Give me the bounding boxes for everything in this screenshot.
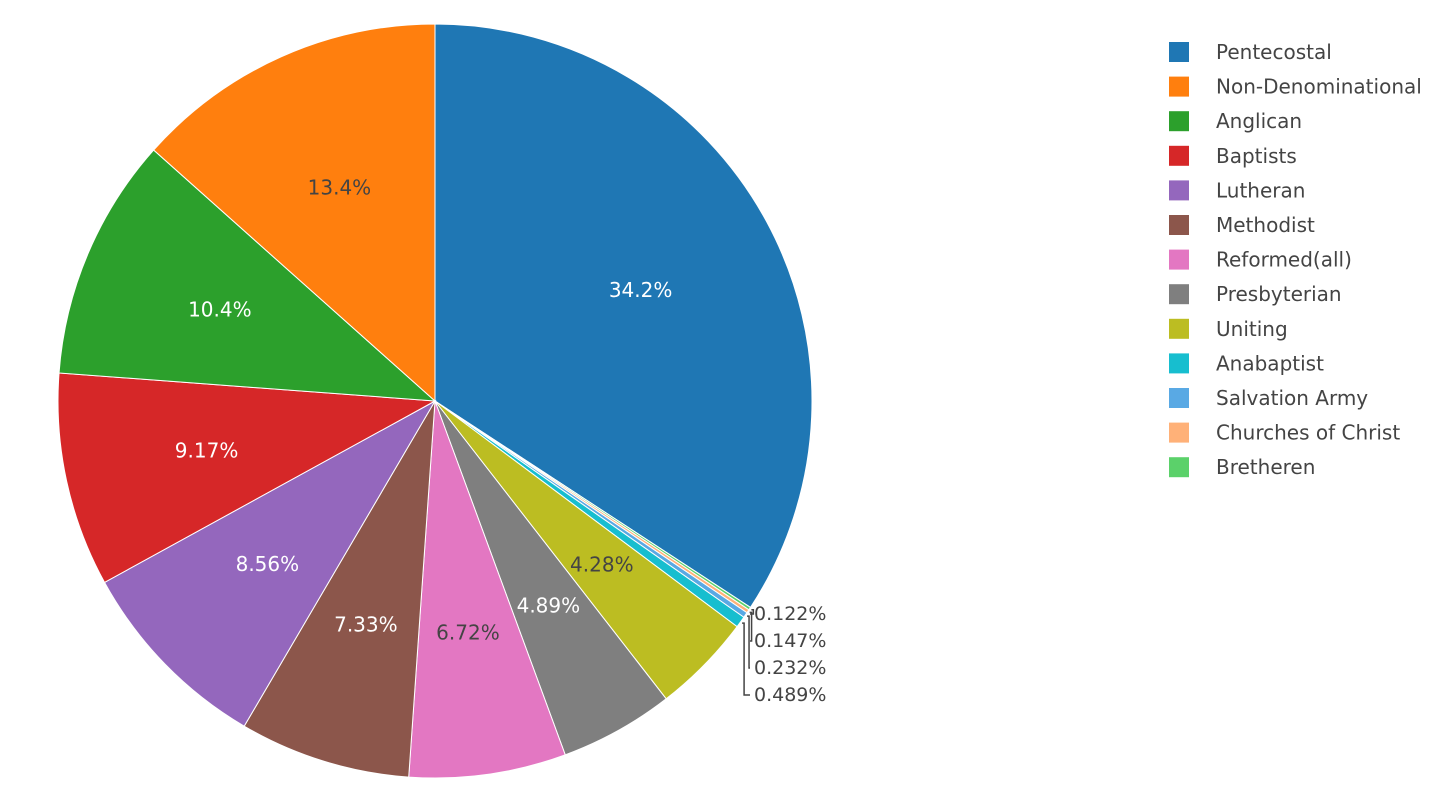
legend-swatch-methodist	[1169, 215, 1189, 235]
legend-label-non-denominational: Non-Denominational	[1216, 75, 1422, 99]
slice-label-non-denominational: 13.4%	[308, 176, 372, 200]
legend-swatch-anabaptist	[1169, 353, 1189, 374]
legend-label-presbyterian: Presbyterian	[1216, 282, 1342, 306]
slice-label-pentecostal: 34.2%	[609, 278, 673, 302]
legend-label-methodist: Methodist	[1216, 213, 1315, 237]
legend-label-pentecostal: Pentecostal	[1216, 40, 1332, 64]
legend-item-pentecostal[interactable]: Pentecostal	[1169, 40, 1332, 64]
leader-line-churches-of-christ	[749, 611, 753, 642]
legend-swatch-lutheran	[1169, 180, 1189, 201]
legend-swatch-churches-of-christ	[1169, 422, 1189, 443]
slice-label-salvation-army: 0.232%	[754, 657, 826, 679]
legend-label-reformed-all: Reformed(all)	[1216, 248, 1352, 272]
legend-item-salvation-army[interactable]: Salvation Army	[1169, 386, 1368, 410]
pie-slice-baptists[interactable]	[57, 372, 437, 584]
legend-swatch-reformed-all	[1169, 249, 1189, 270]
legend-label-baptists: Baptists	[1216, 144, 1297, 168]
slice-label-anglican: 10.4%	[188, 298, 252, 322]
slice-label-bretheren: 0.122%	[754, 603, 826, 625]
legend-swatch-uniting	[1169, 318, 1189, 339]
slice-label-reformed-all: 6.72%	[436, 620, 500, 644]
legend-item-presbyterian[interactable]: Presbyterian	[1169, 282, 1342, 306]
legend-item-churches-of-christ[interactable]: Churches of Christ	[1169, 421, 1400, 445]
pie-slice-non-denominational[interactable]	[152, 23, 436, 403]
legend-item-reformed-all[interactable]: Reformed(all)	[1169, 248, 1352, 272]
slice-label-presbyterian: 4.89%	[517, 593, 581, 617]
legend-swatch-pentecostal	[1169, 42, 1189, 62]
legend-label-uniting: Uniting	[1216, 317, 1288, 341]
legend-item-anabaptist[interactable]: Anabaptist	[1169, 351, 1324, 375]
legend-item-lutheran[interactable]: Lutheran	[1169, 178, 1305, 202]
slice-label-uniting: 4.28%	[570, 553, 634, 577]
legend-label-lutheran: Lutheran	[1216, 178, 1305, 202]
legend-item-uniting[interactable]: Uniting	[1169, 317, 1288, 341]
legend-item-baptists[interactable]: Baptists	[1169, 144, 1297, 168]
legend-swatch-presbyterian	[1169, 284, 1189, 305]
legend-swatch-anglican	[1169, 111, 1189, 132]
leader-line-salvation-army	[747, 615, 750, 669]
legend-label-anabaptist: Anabaptist	[1216, 351, 1324, 375]
legend-swatch-bretheren	[1169, 457, 1189, 478]
legend-swatch-baptists	[1169, 145, 1189, 166]
slice-label-methodist: 7.33%	[334, 612, 398, 636]
pie-slice-lutheran[interactable]	[103, 399, 437, 727]
outside-label-leaders	[742, 608, 755, 696]
legend-label-salvation-army: Salvation Army	[1216, 386, 1368, 410]
pie-slices	[57, 23, 813, 779]
legend-label-anglican: Anglican	[1216, 109, 1302, 133]
legend-item-anglican[interactable]: Anglican	[1169, 109, 1302, 133]
pie-slice-reformed-all[interactable]	[408, 400, 566, 779]
legend-label-churches-of-christ: Churches of Christ	[1216, 421, 1400, 445]
legend: Pentecostal Non-Denominational Anglican Bap…	[1169, 40, 1422, 479]
slice-label-lutheran: 8.56%	[236, 552, 300, 576]
legend-swatch-salvation-army	[1169, 388, 1189, 408]
slice-label-churches-of-christ: 0.147%	[754, 630, 826, 652]
legend-label-bretheren: Bretheren	[1216, 455, 1315, 479]
slice-labels: 34.2% 4.28% 4.89% 6.72% 7.33% 8.56% 9.17% 10.4%…	[175, 176, 827, 706]
legend-item-bretheren[interactable]: Bretheren	[1169, 455, 1315, 479]
leader-line-anabaptist	[742, 622, 750, 696]
pie-slice-methodist[interactable]	[243, 400, 436, 778]
legend-swatch-non-denominational	[1169, 76, 1189, 97]
pie-slice-pentecostal[interactable]	[434, 23, 813, 609]
pie-slice-anglican[interactable]	[58, 149, 437, 402]
legend-item-non-denominational[interactable]: Non-Denominational	[1169, 75, 1422, 99]
legend-item-methodist[interactable]: Methodist	[1169, 213, 1315, 237]
slice-label-baptists: 9.17%	[175, 439, 239, 463]
slice-label-anabaptist: 0.489%	[754, 684, 826, 706]
